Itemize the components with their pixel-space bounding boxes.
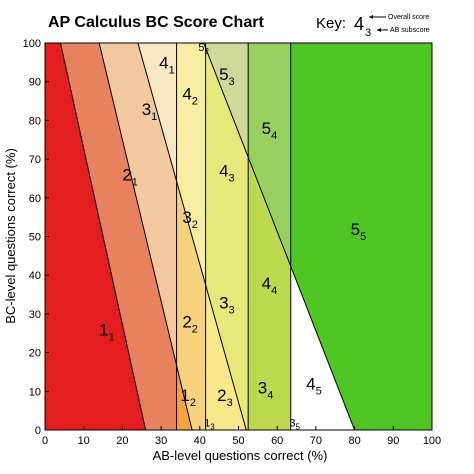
x-tick-label-100: 100 [423,435,441,447]
region-label-1-3: 13 [204,417,215,431]
y-axis-label: BC-level questions correct (%) [3,148,18,324]
region-label-5-3: 53 [219,65,235,88]
score-key: Key: 4 3 Overall score AB subscore [316,14,430,39]
region-label-5-4: 54 [262,119,278,142]
region-label-4-1: 41 [159,53,175,76]
key-overall-arrowhead [369,15,373,19]
y-tick-label-10: 10 [29,386,41,398]
region-label-3-5: 35 [289,417,300,431]
overall-boundary-2 [98,43,193,430]
y-tick-label-50: 50 [29,232,41,244]
y-tick-label-0: 0 [35,425,41,437]
x-tick-label-10: 10 [78,435,90,447]
x-tick-label-60: 60 [271,435,283,447]
region-label-4-4: 44 [262,274,278,297]
key-ab-note: AB subscore [390,27,430,34]
x-tick-label-70: 70 [310,435,322,447]
x-axis: 0 10 20 30 40 50 60 70 80 90 100 [42,426,441,447]
y-tick-label-60: 60 [29,193,41,205]
region-labels: 11 12 13 21 22 23 31 32 33 34 35 41 42 43 44 45 52 53 54 55 [99,42,366,431]
region-label-5-5: 55 [351,220,367,243]
score-regions [45,43,432,430]
region-label-5-2: 52 [198,42,209,56]
region-5-5 [290,43,432,430]
key-example-subscore: 3 [365,27,371,39]
x-tick-label-80: 80 [348,435,360,447]
y-tick-label-100: 100 [23,38,41,50]
x-tick-label-30: 30 [155,435,167,447]
overall-boundary-3 [137,43,247,430]
region-label-2-2: 22 [182,313,198,336]
y-tick-label-30: 30 [29,309,41,321]
region-label-4-3: 43 [219,162,235,185]
y-tick-label-40: 40 [29,270,41,282]
overall-boundary-4 [203,43,356,430]
y-axis: 0 10 20 30 40 50 60 70 80 90 100 [23,38,49,437]
key-example-score: 4 [354,14,364,34]
region-label-3-3: 33 [219,293,235,316]
x-tick-label-90: 90 [387,435,399,447]
y-tick-label-70: 70 [29,154,41,166]
key-ab-arrowhead [377,28,381,32]
region-label-2-1: 21 [122,166,138,189]
x-axis-label: AB-level questions correct (%) [153,448,328,463]
y-tick-label-20: 20 [29,348,41,360]
region-label-3-2: 32 [182,208,198,231]
region-label-3-4: 34 [258,378,274,401]
y-tick-label-80: 80 [29,115,41,127]
overall-boundary-1 [59,43,147,430]
region-label-2-3: 23 [217,386,233,409]
x-tick-label-50: 50 [232,435,244,447]
x-tick-label-40: 40 [194,435,206,447]
key-overall-note: Overall score [388,14,429,21]
region-label-3-1: 31 [142,100,158,123]
chart-title: AP Calculus BC Score Chart [48,14,264,31]
y-tick-label-90: 90 [29,77,41,89]
x-tick-label-20: 20 [116,435,128,447]
region-label-1-2: 12 [180,386,196,409]
x-tick-label-0: 0 [42,435,48,447]
region-label-1-1: 11 [99,320,115,343]
boundary-lines [59,43,356,430]
key-label: Key: [316,15,346,32]
region-label-4-5: 45 [306,375,322,398]
region-label-4-2: 42 [182,84,198,107]
